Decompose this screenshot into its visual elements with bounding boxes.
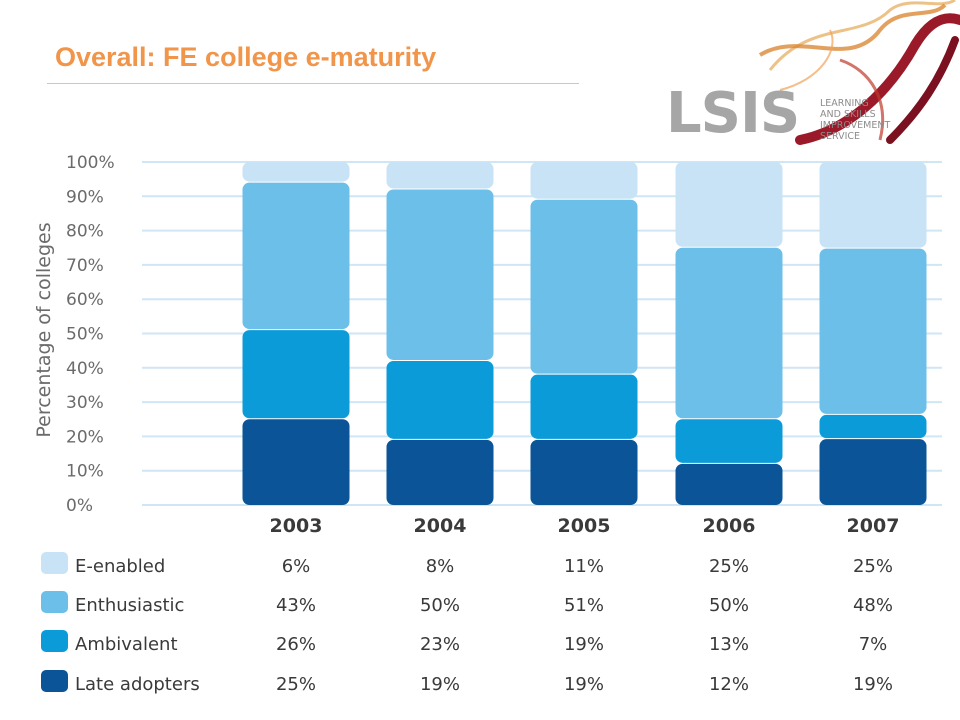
table-cell: 19%: [853, 674, 893, 695]
legend-swatch: [41, 670, 68, 692]
bar-segment-enthusiastic: [819, 248, 927, 414]
legend-label: Enthusiastic: [75, 595, 184, 616]
y-tick-label: 40%: [66, 359, 104, 379]
x-tick-label: 2007: [847, 515, 900, 537]
bar-stack-2004: [386, 162, 494, 505]
y-tick-label: 0%: [66, 496, 93, 516]
y-tick-label: 80%: [66, 222, 104, 242]
table-cell: 11%: [564, 556, 604, 577]
legend-label: Late adopters: [75, 674, 200, 695]
table-cell: 13%: [709, 634, 749, 655]
bar-segment-e-enabled: [819, 162, 927, 248]
bar-stack-2003: [242, 162, 350, 505]
table-cell: 12%: [709, 674, 749, 695]
legend-swatch: [41, 630, 68, 652]
table-cell: 25%: [709, 556, 749, 577]
bar-segment-late-adopters: [675, 463, 783, 505]
y-tick-label: 100%: [66, 153, 115, 173]
bar-segment-ambivalent: [242, 330, 350, 419]
table-cell: 50%: [420, 595, 460, 616]
bars: [242, 162, 927, 505]
y-axis-ticks: 0% 10% 20% 30% 40% 50% 60% 70% 80% 90% 100%: [66, 153, 115, 516]
bar-segment-enthusiastic: [386, 189, 494, 360]
table-cell: 19%: [564, 674, 604, 695]
bar-segment-ambivalent: [675, 419, 783, 463]
table-cell: 51%: [564, 595, 604, 616]
y-tick-label: 30%: [66, 393, 104, 413]
bar-segment-enthusiastic: [530, 199, 638, 374]
title-divider: [47, 83, 579, 84]
slide-title: Overall: FE college e-maturity: [55, 42, 437, 72]
brand-wordmark: LSIS: [666, 81, 800, 146]
legend-swatch: [41, 591, 68, 613]
table-cell: 6%: [282, 556, 311, 577]
x-tick-label: 2006: [703, 515, 756, 537]
bar-segment-ambivalent: [386, 360, 494, 439]
bar-stack-2006: [675, 162, 783, 505]
bar-segment-e-enabled: [386, 162, 494, 189]
table-cell: 23%: [420, 634, 460, 655]
bar-segment-e-enabled: [242, 162, 350, 182]
legend-label: Ambivalent: [75, 634, 178, 655]
legend-swatch: [41, 552, 68, 574]
brand-tagline: LEARNING AND SKILLS IMPROVEMENT SERVICE: [820, 98, 891, 142]
y-tick-label: 10%: [66, 462, 104, 482]
bar-stack-2007: [819, 162, 927, 505]
x-tick-label: 2003: [270, 515, 323, 537]
y-tick-label: 90%: [66, 187, 104, 207]
table-cell: 43%: [276, 595, 316, 616]
bar-segment-enthusiastic: [675, 247, 783, 419]
table-cell: 7%: [859, 634, 888, 655]
bar-segment-late-adopters: [530, 439, 638, 505]
brand-logo: LSIS LEARNING AND SKILLS IMPROVEMENT SER…: [660, 0, 960, 150]
y-tick-label: 20%: [66, 427, 104, 447]
swirl-icon: [758, 0, 960, 145]
table-cell: 50%: [709, 595, 749, 616]
bar-segment-ambivalent: [819, 414, 927, 439]
bar-segment-late-adopters: [242, 419, 350, 505]
table-cell: 19%: [564, 634, 604, 655]
bar-segment-e-enabled: [530, 162, 638, 199]
legend-label: E-enabled: [75, 556, 165, 577]
bar-segment-ambivalent: [530, 374, 638, 439]
x-tick-label: 2005: [558, 515, 611, 537]
bar-segment-enthusiastic: [242, 182, 350, 330]
bar-stack-2005: [530, 162, 638, 505]
table-cell: 8%: [426, 556, 455, 577]
y-tick-label: 50%: [66, 325, 104, 345]
data-table: 2003 2004 2005 2006 2007 E-enabled 6% 8% 11% 25% 2…: [41, 515, 899, 695]
x-tick-label: 2004: [414, 515, 467, 537]
bar-segment-late-adopters: [386, 439, 494, 505]
table-cell: 19%: [420, 674, 460, 695]
table-cell: 25%: [276, 674, 316, 695]
table-cell: 26%: [276, 634, 316, 655]
bar-segment-e-enabled: [675, 162, 783, 247]
y-tick-label: 70%: [66, 256, 104, 276]
y-tick-label: 60%: [66, 290, 104, 310]
table-cell: 48%: [853, 595, 893, 616]
bar-segment-late-adopters: [819, 439, 927, 505]
table-cell: 25%: [853, 556, 893, 577]
y-axis-label: Percentage of colleges: [33, 222, 55, 437]
